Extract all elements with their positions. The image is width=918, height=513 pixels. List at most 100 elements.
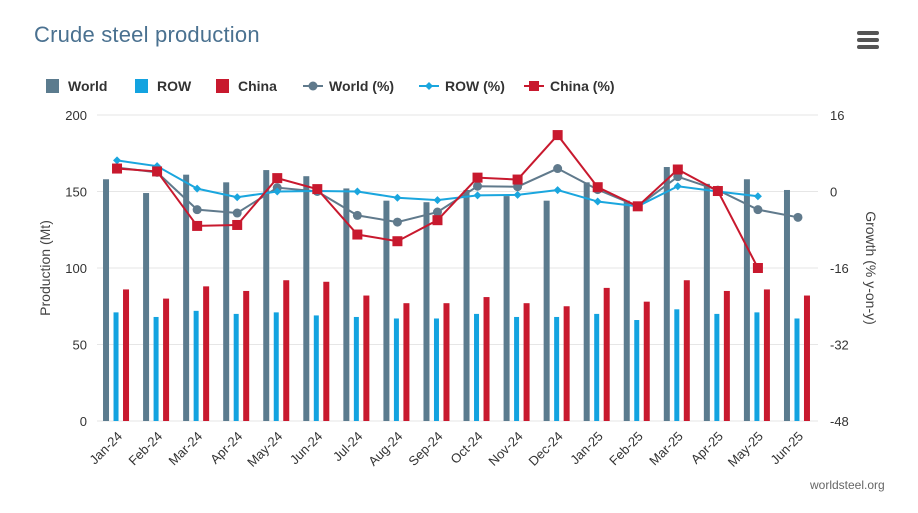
bar-row bbox=[273, 312, 279, 421]
legend-swatch bbox=[216, 79, 229, 93]
bar-china bbox=[723, 290, 730, 421]
point-row bbox=[513, 190, 522, 199]
bar-row bbox=[113, 312, 119, 421]
point-china bbox=[552, 130, 563, 141]
point-world bbox=[473, 181, 483, 191]
point-china bbox=[672, 164, 683, 175]
x-tick-label: Jan-25 bbox=[567, 429, 606, 468]
bar-world bbox=[263, 170, 270, 421]
y2-tick-label: -32 bbox=[830, 338, 849, 353]
x-tick-label: Jul-24 bbox=[330, 429, 366, 465]
legend-marker bbox=[308, 81, 318, 91]
point-china bbox=[472, 172, 483, 183]
bar-world bbox=[183, 174, 190, 421]
point-china bbox=[192, 220, 203, 231]
bar-china bbox=[403, 303, 410, 421]
x-tick-label: Aug-24 bbox=[365, 429, 405, 469]
bar-china bbox=[323, 281, 330, 421]
point-china bbox=[232, 219, 243, 230]
x-tick-label: Jun-24 bbox=[287, 429, 326, 468]
bar-world bbox=[663, 167, 670, 421]
bar-world bbox=[503, 196, 510, 421]
point-china bbox=[272, 173, 283, 184]
y2-tick-label: 0 bbox=[830, 185, 837, 200]
bar-world bbox=[783, 189, 790, 421]
bar-row bbox=[554, 316, 560, 421]
legend-label: ROW bbox=[157, 78, 192, 94]
point-row bbox=[433, 196, 442, 205]
point-row bbox=[753, 192, 762, 201]
point-world bbox=[753, 205, 763, 215]
point-china bbox=[592, 182, 603, 193]
legend-swatch bbox=[135, 79, 148, 93]
legend-marker bbox=[529, 81, 539, 91]
y-tick-label: 50 bbox=[73, 338, 87, 353]
point-row bbox=[473, 191, 482, 200]
x-tick-label: May-24 bbox=[244, 429, 285, 470]
point-china bbox=[152, 166, 163, 177]
legend-label: World (%) bbox=[329, 78, 394, 94]
x-tick-label: Sep-24 bbox=[405, 429, 445, 469]
bar-row bbox=[754, 312, 760, 421]
bar-world bbox=[223, 182, 230, 421]
bar-world bbox=[583, 182, 590, 421]
point-row bbox=[273, 187, 282, 196]
y2-axis-title: Growth (% y-on-y) bbox=[863, 211, 879, 325]
legend-label: China (%) bbox=[550, 78, 615, 94]
point-china bbox=[712, 186, 723, 197]
x-tick-label: Mar-25 bbox=[646, 429, 686, 469]
bar-row bbox=[233, 313, 239, 421]
bar-china bbox=[443, 303, 450, 421]
bar-world bbox=[143, 193, 150, 421]
x-tick-label: Jan-24 bbox=[86, 429, 125, 468]
bar-row bbox=[153, 316, 159, 421]
bar-row bbox=[794, 318, 800, 421]
bar-china bbox=[203, 286, 210, 421]
y-axis-title: Production (Mt) bbox=[37, 220, 53, 316]
bar-row bbox=[353, 316, 359, 421]
bar-china bbox=[123, 289, 130, 421]
bar-row bbox=[474, 313, 480, 421]
point-world bbox=[432, 207, 442, 217]
bar-china bbox=[243, 290, 250, 421]
x-tick-label: Apr-25 bbox=[688, 429, 726, 467]
bar-china bbox=[763, 289, 770, 421]
hamburger-menu-icon[interactable] bbox=[857, 31, 879, 51]
point-row bbox=[233, 193, 242, 202]
x-tick-label: Nov-24 bbox=[485, 429, 525, 469]
point-china bbox=[112, 163, 123, 174]
bar-china bbox=[363, 295, 370, 421]
point-china bbox=[752, 263, 763, 273]
bar-world bbox=[463, 189, 470, 421]
legend-swatch bbox=[46, 79, 59, 93]
y2-tick-label: -16 bbox=[830, 261, 849, 276]
chart-title: Crude steel production bbox=[34, 22, 260, 47]
bar-row bbox=[634, 320, 640, 421]
y-tick-label: 200 bbox=[65, 108, 87, 123]
x-tick-label: Mar-24 bbox=[166, 429, 206, 469]
bar-row bbox=[433, 318, 439, 421]
bar-row bbox=[193, 310, 199, 421]
menu-icon-bar bbox=[857, 31, 879, 35]
point-china bbox=[512, 174, 523, 185]
x-tick-label: May-25 bbox=[725, 429, 766, 470]
menu-icon-bar bbox=[857, 45, 879, 49]
bar-china bbox=[683, 280, 690, 421]
bar-china bbox=[483, 297, 490, 421]
y-tick-label: 0 bbox=[80, 414, 87, 429]
point-china bbox=[312, 184, 323, 195]
point-row bbox=[193, 184, 202, 193]
bar-row bbox=[393, 318, 399, 421]
legend-label: ROW (%) bbox=[445, 78, 505, 94]
point-world bbox=[232, 208, 242, 218]
bar-row bbox=[313, 315, 319, 421]
point-china bbox=[632, 201, 643, 212]
point-row bbox=[593, 197, 602, 206]
x-tick-label: Oct-24 bbox=[447, 429, 485, 467]
point-row bbox=[673, 182, 682, 191]
bar-china bbox=[803, 295, 810, 421]
bar-world bbox=[743, 179, 750, 421]
bar-china bbox=[163, 298, 170, 421]
point-world bbox=[793, 212, 803, 222]
